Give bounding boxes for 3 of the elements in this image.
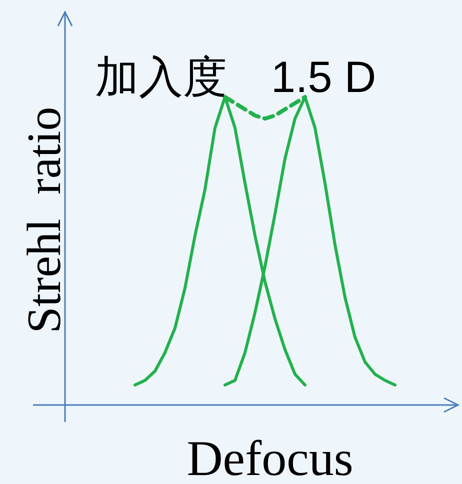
y-axis-title: Strehl ratio — [18, 106, 71, 334]
chart-title: 加入度 1.5 D — [95, 53, 376, 102]
x-axis-title: Defocus — [186, 430, 354, 484]
